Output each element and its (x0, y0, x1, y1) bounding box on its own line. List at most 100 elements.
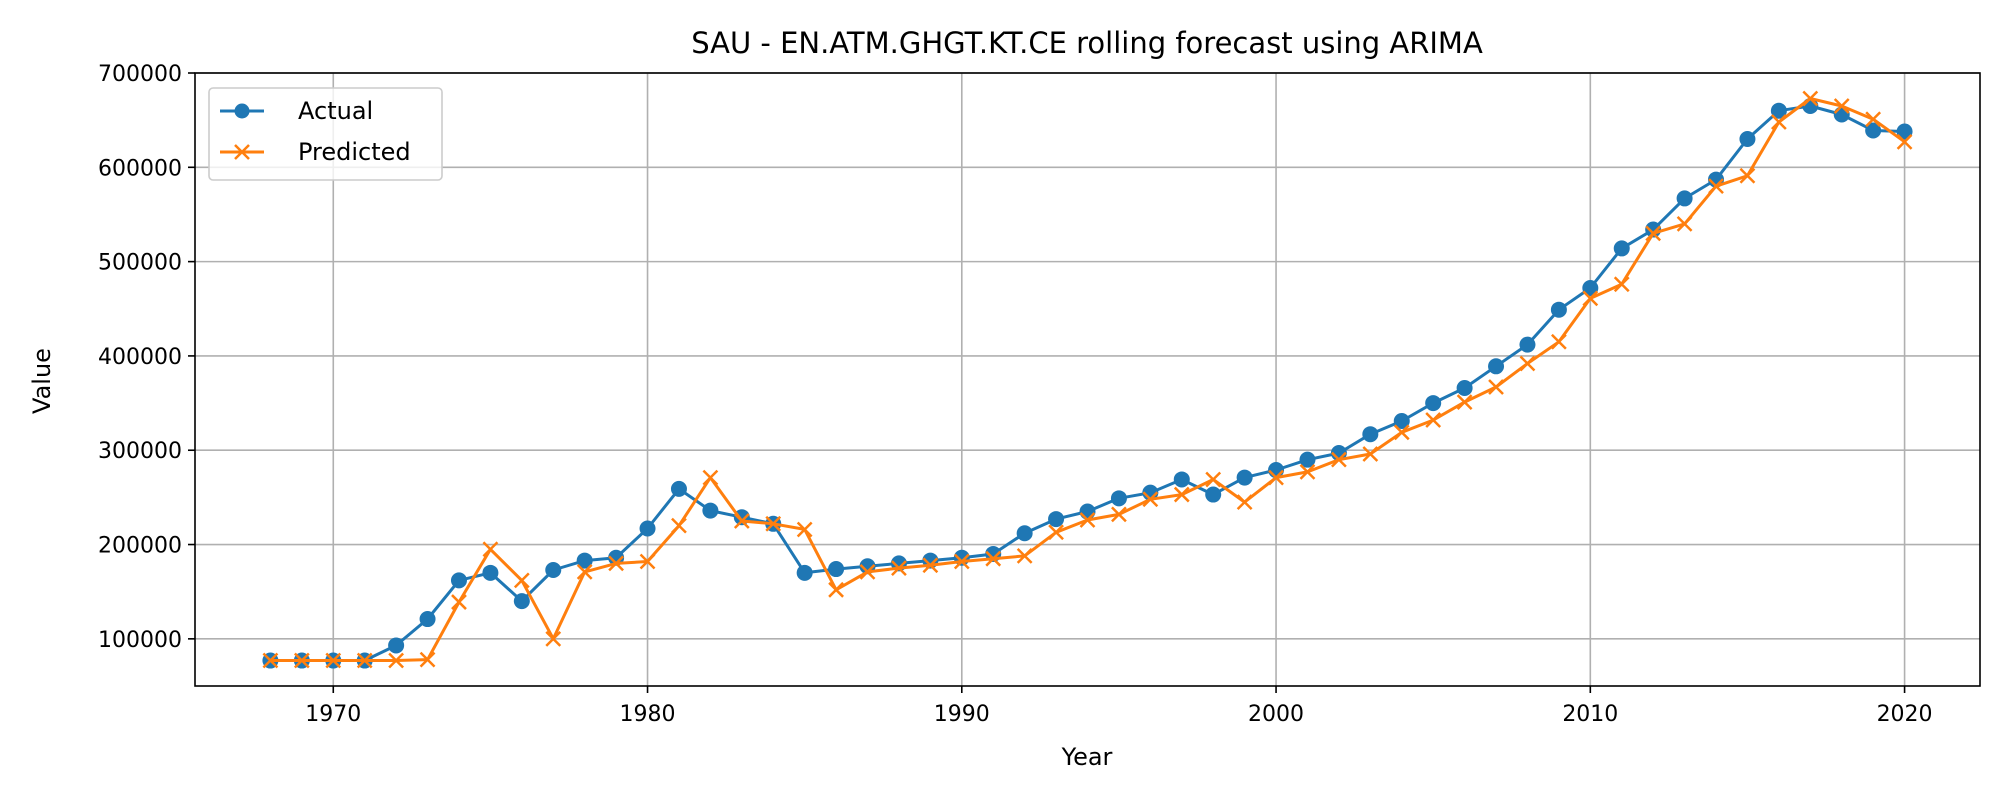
predicted-point (419, 651, 436, 668)
predicted-point (1770, 114, 1787, 130)
predicted-point (639, 553, 656, 570)
actual-point (1770, 102, 1787, 119)
predicted-point (796, 521, 813, 538)
predicted-point (922, 557, 939, 574)
predicted-point (1048, 524, 1064, 541)
actual-point (1236, 469, 1253, 486)
actual-point (388, 637, 405, 654)
actual-point (1110, 490, 1127, 507)
legend-item-actual: Actual (220, 97, 373, 125)
predicted-point (1142, 491, 1159, 508)
actual-point (1173, 471, 1190, 488)
actual-point (670, 480, 687, 497)
x-axis-title: Year (1061, 743, 1113, 771)
predicted-point (608, 555, 624, 572)
y-tick-label: 300000 (98, 439, 182, 464)
y-tick-label: 700000 (98, 62, 182, 87)
predicted-point (1393, 424, 1410, 441)
predicted-point (1331, 451, 1347, 468)
predicted-point (985, 550, 1002, 567)
x-axis: 1970 1980 1990 2000 2010 2020 (305, 686, 1933, 727)
y-axis: 100000 200000 300000 400000 500000 600000 7000… (98, 62, 195, 653)
predicted-point (1613, 276, 1630, 293)
predicted-point (1425, 412, 1442, 428)
actual-point (1362, 426, 1379, 443)
predicted-point (1173, 486, 1190, 503)
chart-title: SAU - EN.ATM.GHGT.KT.CE rolling forecast… (691, 26, 1483, 60)
y-tick-label: 600000 (98, 156, 182, 181)
predicted-point (1708, 178, 1724, 195)
actual-point (1048, 511, 1065, 528)
x-tick-label: 2000 (1248, 702, 1304, 727)
predicted-point (828, 581, 844, 598)
predicted-point (356, 652, 373, 669)
actual-point (545, 562, 562, 579)
predicted-point (262, 652, 279, 669)
predicted-point (325, 652, 342, 669)
actual-point (1205, 486, 1222, 503)
predicted-point (1079, 512, 1096, 528)
actual-point (1519, 336, 1536, 353)
predicted-point (1582, 290, 1599, 307)
x-tick-label: 1990 (934, 702, 990, 727)
plot-frame (194, 72, 1981, 687)
legend-box (208, 87, 443, 181)
y-tick-label: 200000 (98, 534, 182, 559)
actual-point (796, 564, 813, 581)
plot-area (195, 73, 1980, 686)
predicted-point (1833, 98, 1850, 114)
actual-point (1079, 503, 1096, 520)
predicted-point (891, 560, 907, 576)
actual-point (1896, 123, 1913, 140)
predicted-point (1205, 471, 1222, 488)
predicted-point (1519, 355, 1536, 372)
legend-actual-label: Actual (298, 97, 373, 125)
actual-point (1582, 280, 1599, 297)
predicted-point (765, 515, 782, 532)
predicted-point (451, 594, 467, 610)
actual-point (1865, 122, 1882, 139)
predicted-point (1456, 394, 1473, 411)
predicted-point (1362, 446, 1379, 462)
predicted-point (1111, 506, 1127, 523)
predicted-point (293, 652, 310, 669)
x-tick-label: 1980 (620, 702, 676, 727)
predicted-point (576, 564, 593, 580)
x-tick-label: 2020 (1877, 702, 1933, 727)
actual-point (419, 611, 436, 628)
predicted-point (953, 553, 970, 570)
actual-point (1488, 358, 1505, 375)
actual-point (1425, 395, 1442, 412)
legend-predicted-marker-icon (234, 144, 250, 160)
series-layer (262, 90, 1913, 669)
predicted-point (1016, 547, 1033, 564)
legend-actual-marker-icon (234, 103, 250, 119)
actual-point (702, 502, 719, 519)
predicted-point (545, 630, 562, 647)
predicted-point (733, 513, 750, 529)
actual-point (1299, 451, 1316, 468)
y-tick-label: 100000 (98, 628, 182, 653)
actual-point (450, 572, 467, 589)
predicted-point (388, 652, 405, 669)
y-tick-label: 400000 (98, 345, 182, 370)
legend: Actual Predicted (208, 87, 443, 181)
x-tick-label: 1970 (305, 702, 361, 727)
predicted-point (482, 541, 499, 558)
actual-point (1456, 379, 1473, 396)
actual-point (828, 561, 845, 578)
actual-point (1393, 412, 1410, 429)
y-tick-label: 500000 (98, 251, 182, 276)
predicted-point (671, 517, 687, 534)
series-predicted (262, 90, 1913, 669)
legend-predicted-label: Predicted (298, 138, 411, 166)
predicted-point (1268, 469, 1284, 486)
actual-point (576, 552, 593, 569)
predicted-point (1551, 333, 1567, 350)
actual-point (513, 593, 530, 610)
predicted-point (1299, 464, 1316, 480)
predicted-point (1676, 216, 1693, 232)
predicted-point (513, 572, 530, 589)
actual-point (1613, 240, 1630, 257)
actual-point (1676, 190, 1693, 207)
